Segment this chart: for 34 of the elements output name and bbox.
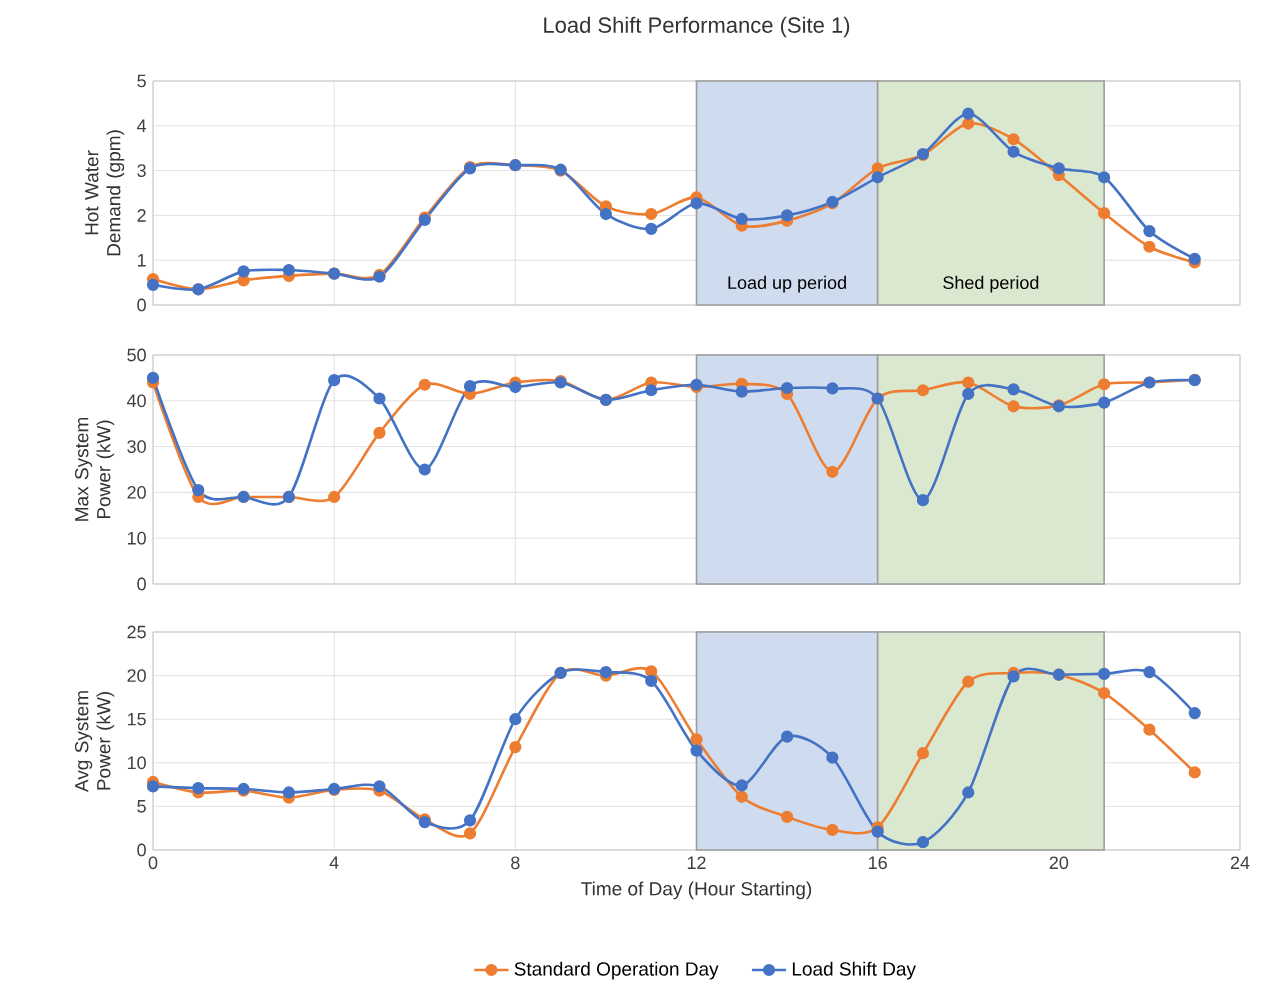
y-tick-label: 0: [137, 843, 146, 857]
x-tick-label: 4: [329, 856, 339, 869]
x-tick-label: 20: [1049, 856, 1069, 870]
y-tick-label: 15: [127, 712, 146, 726]
y-tick-label: 25: [127, 625, 146, 639]
legend-label: Load Shift Day: [792, 961, 916, 980]
band-label: Load up period: [728, 275, 846, 293]
y-tick-label: 20: [127, 486, 146, 499]
y-tick-label: 3: [137, 164, 146, 177]
chart-title: Load Shift Performance (Site 1): [544, 16, 850, 38]
x-tick-label: 12: [687, 856, 706, 869]
y-axis-title: Avg System Power (kW): [74, 691, 115, 792]
y-axis-title: Max System Power (kW): [74, 417, 115, 521]
y-tick-label: 1: [137, 253, 146, 267]
y-tick-label: 2: [137, 209, 146, 222]
y-tick-label: 0: [137, 577, 146, 591]
y-tick-label: 5: [137, 800, 146, 813]
y-tick-label: 5: [137, 74, 146, 88]
band-label: Shed period: [943, 275, 1039, 293]
x-tick-label: 8: [511, 856, 520, 870]
legend-label: Standard Operation Day: [514, 961, 719, 980]
y-axis-title: Hot Water Demand (gpm): [85, 130, 125, 256]
x-tick-label: 16: [869, 856, 887, 870]
y-tick-label: 0: [137, 298, 146, 312]
x-tick-label: 24: [1230, 856, 1250, 869]
y-tick-label: 40: [126, 394, 146, 408]
y-tick-label: 20: [127, 669, 146, 682]
y-tick-label: 10: [127, 531, 146, 545]
y-tick-label: 50: [127, 348, 146, 362]
x-axis-title: Time of Day (Hour Starting): [581, 881, 812, 900]
y-tick-label: 30: [127, 440, 146, 453]
y-tick-label: 10: [127, 756, 146, 770]
x-tick-label: 0: [148, 856, 158, 870]
y-tick-label: 4: [137, 119, 147, 132]
